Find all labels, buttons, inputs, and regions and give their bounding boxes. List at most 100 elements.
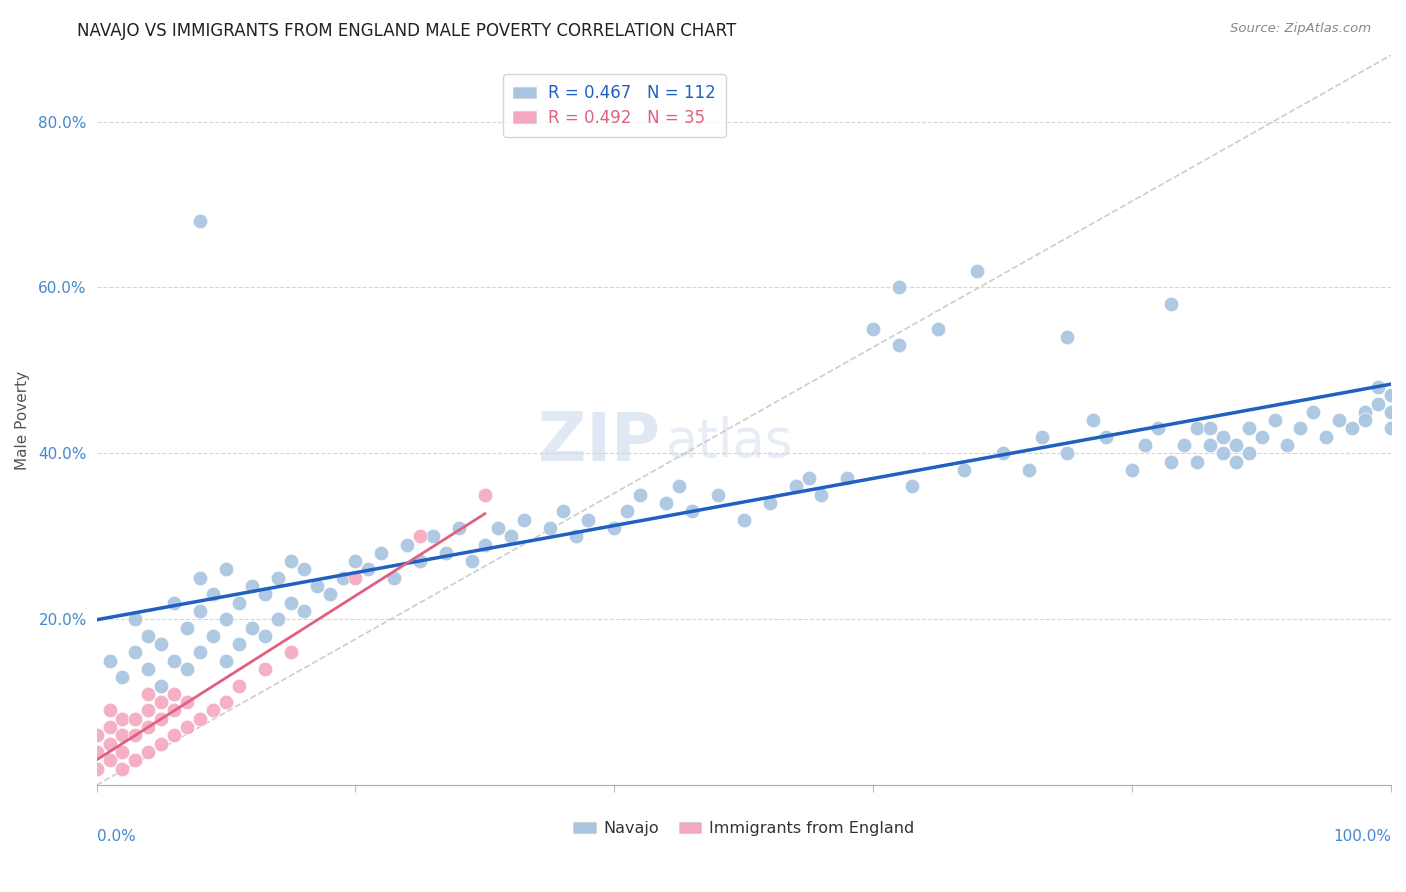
Point — [138, 703, 160, 717]
Point — [628, 488, 651, 502]
Legend: Navajo, Immigrants from England: Navajo, Immigrants from England — [567, 815, 921, 843]
Point — [1160, 454, 1182, 468]
Point — [1237, 446, 1260, 460]
Point — [357, 562, 380, 576]
Point — [1212, 430, 1234, 444]
Point — [176, 662, 198, 676]
Point — [1212, 446, 1234, 460]
Point — [991, 446, 1014, 460]
Point — [150, 695, 173, 709]
Point — [953, 463, 976, 477]
Point — [253, 662, 276, 676]
Point — [1185, 421, 1208, 435]
Point — [1354, 405, 1376, 419]
Point — [447, 521, 470, 535]
Point — [409, 554, 432, 568]
Point — [1056, 330, 1078, 344]
Point — [1379, 421, 1402, 435]
Point — [1315, 430, 1337, 444]
Point — [98, 737, 121, 751]
Point — [655, 496, 678, 510]
Point — [1225, 438, 1247, 452]
Point — [138, 720, 160, 734]
Point — [176, 620, 198, 634]
Point — [163, 596, 186, 610]
Point — [1160, 297, 1182, 311]
Point — [785, 479, 807, 493]
Text: 100.0%: 100.0% — [1333, 829, 1391, 844]
Point — [409, 529, 432, 543]
Point — [138, 687, 160, 701]
Point — [837, 471, 859, 485]
Point — [758, 496, 780, 510]
Point — [862, 322, 884, 336]
Point — [98, 703, 121, 717]
Point — [188, 712, 211, 726]
Point — [733, 513, 755, 527]
Point — [1173, 438, 1195, 452]
Point — [98, 720, 121, 734]
Point — [188, 571, 211, 585]
Text: Source: ZipAtlas.com: Source: ZipAtlas.com — [1230, 22, 1371, 36]
Point — [202, 629, 225, 643]
Point — [1379, 388, 1402, 402]
Point — [124, 712, 146, 726]
Point — [681, 504, 703, 518]
Point — [292, 562, 315, 576]
Point — [1056, 446, 1078, 460]
Point — [150, 712, 173, 726]
Point — [215, 612, 238, 626]
Point — [564, 529, 586, 543]
Point — [901, 479, 924, 493]
Point — [396, 537, 419, 551]
Point — [228, 679, 250, 693]
Point — [810, 488, 832, 502]
Point — [163, 687, 186, 701]
Point — [228, 596, 250, 610]
Point — [1225, 454, 1247, 468]
Point — [461, 554, 484, 568]
Point — [966, 264, 988, 278]
Point — [215, 562, 238, 576]
Point — [1198, 438, 1220, 452]
Point — [111, 745, 134, 759]
Point — [370, 546, 392, 560]
Point — [1329, 413, 1351, 427]
Text: NAVAJO VS IMMIGRANTS FROM ENGLAND MALE POVERTY CORRELATION CHART: NAVAJO VS IMMIGRANTS FROM ENGLAND MALE P… — [77, 22, 737, 40]
Point — [202, 703, 225, 717]
Point — [1018, 463, 1040, 477]
Point — [344, 571, 367, 585]
Point — [668, 479, 690, 493]
Point — [163, 728, 186, 742]
Point — [138, 662, 160, 676]
Text: 0.0%: 0.0% — [97, 829, 135, 844]
Point — [486, 521, 509, 535]
Point — [1185, 454, 1208, 468]
Point — [927, 322, 949, 336]
Point — [215, 654, 238, 668]
Point — [176, 695, 198, 709]
Point — [1095, 430, 1118, 444]
Point — [86, 745, 108, 759]
Point — [215, 695, 238, 709]
Point — [98, 753, 121, 767]
Point — [86, 762, 108, 776]
Point — [422, 529, 444, 543]
Point — [512, 513, 534, 527]
Point — [1121, 463, 1143, 477]
Point — [305, 579, 328, 593]
Point — [150, 637, 173, 651]
Point — [150, 737, 173, 751]
Point — [253, 629, 276, 643]
Point — [267, 571, 290, 585]
Point — [163, 654, 186, 668]
Point — [188, 645, 211, 659]
Text: ZIP: ZIP — [537, 409, 659, 475]
Point — [228, 637, 250, 651]
Point — [474, 537, 496, 551]
Point — [267, 612, 290, 626]
Point — [188, 214, 211, 228]
Point — [240, 620, 263, 634]
Point — [1147, 421, 1170, 435]
Point — [603, 521, 626, 535]
